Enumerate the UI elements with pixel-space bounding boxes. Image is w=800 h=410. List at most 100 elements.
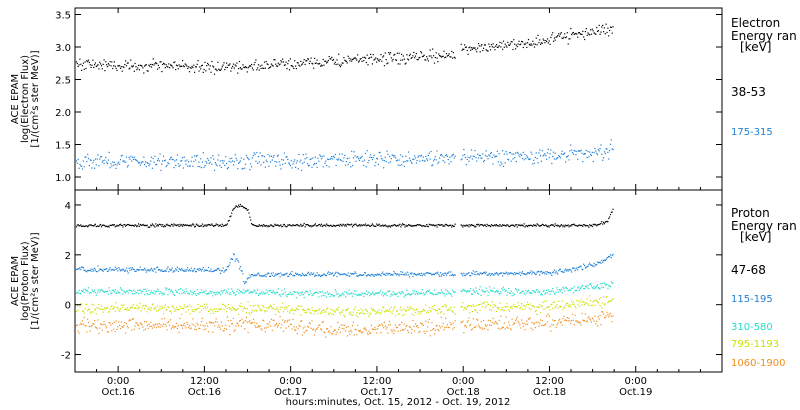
data-point: [397, 164, 399, 166]
data-point: [265, 276, 267, 278]
data-point: [507, 327, 509, 329]
data-point: [253, 152, 255, 154]
data-point: [96, 307, 98, 309]
data-point: [559, 33, 561, 35]
data-point: [142, 326, 144, 328]
data-point: [611, 32, 613, 34]
data-point: [292, 275, 294, 277]
data-point: [580, 299, 582, 301]
data-point: [203, 224, 205, 226]
data-point: [351, 273, 354, 275]
data-point: [135, 307, 137, 309]
data-point: [365, 166, 367, 168]
data-point: [125, 308, 127, 310]
data-point: [175, 224, 177, 226]
data-point: [211, 163, 213, 165]
data-point: [127, 223, 129, 226]
data-point: [190, 225, 192, 227]
data-point: [219, 294, 222, 296]
data-point: [363, 295, 365, 298]
data-point: [364, 308, 367, 310]
data-point: [565, 225, 568, 227]
data-point: [307, 326, 310, 328]
data-point: [449, 308, 451, 310]
data-point: [296, 273, 298, 275]
data-point: [220, 166, 222, 168]
data-point: [536, 288, 538, 290]
data-point: [471, 272, 473, 274]
data-point: [157, 225, 159, 227]
data-point: [119, 224, 121, 226]
data-point: [358, 309, 360, 311]
data-point: [389, 156, 391, 158]
data-point: [531, 44, 533, 46]
data-point: [287, 224, 289, 226]
data-point: [588, 33, 590, 35]
data-point: [124, 64, 126, 66]
data-point: [308, 309, 310, 311]
data-point: [342, 292, 344, 294]
data-point: [84, 288, 86, 290]
data-point: [241, 168, 243, 170]
data-point: [125, 60, 127, 62]
data-point: [138, 306, 140, 308]
data-point: [467, 305, 469, 307]
data-point: [263, 310, 266, 312]
data-point: [159, 269, 161, 271]
data-point: [349, 275, 351, 277]
data-point: [252, 305, 254, 307]
data-point: [368, 224, 370, 226]
data-point: [127, 62, 129, 64]
data-point: [236, 290, 238, 292]
data-point: [137, 225, 139, 227]
data-point: [528, 291, 530, 294]
data-point: [174, 294, 176, 297]
data-point: [338, 158, 340, 160]
data-point: [355, 329, 357, 331]
data-point: [493, 323, 495, 325]
data-point: [394, 292, 396, 294]
data-point: [320, 225, 322, 227]
data-point: [415, 325, 417, 328]
data-point: [368, 159, 370, 162]
data-point: [125, 269, 127, 271]
data-point: [408, 276, 411, 278]
data-point: [282, 58, 284, 60]
data-point: [305, 310, 307, 312]
data-point: [188, 225, 191, 227]
data-point: [587, 150, 589, 153]
data-point: [503, 273, 505, 275]
data-point: [461, 158, 463, 160]
data-point: [521, 157, 524, 160]
data-point: [121, 154, 123, 156]
data-point: [314, 57, 316, 59]
data-point: [342, 273, 344, 275]
data-point: [299, 273, 301, 276]
data-point: [428, 55, 430, 57]
data-point: [177, 163, 179, 165]
data-point: [212, 295, 214, 297]
data-point: [560, 288, 562, 290]
data-point: [237, 288, 239, 290]
data-point: [556, 304, 558, 306]
data-point: [345, 296, 347, 298]
data-point: [119, 292, 121, 294]
data-point: [336, 59, 338, 61]
data-point: [461, 290, 463, 293]
data-point: [168, 163, 170, 165]
data-point: [534, 273, 536, 275]
data-point: [588, 226, 590, 228]
data-point: [151, 292, 153, 294]
data-point: [351, 58, 354, 61]
data-point: [471, 224, 473, 226]
data-point: [572, 319, 574, 321]
data-point: [418, 331, 420, 334]
data-point: [414, 157, 417, 159]
data-point: [224, 304, 226, 307]
x-tick-time: 12:00: [363, 376, 392, 387]
data-point: [501, 225, 503, 227]
data-point: [143, 269, 145, 271]
data-point: [269, 290, 271, 292]
data-point: [152, 58, 154, 60]
